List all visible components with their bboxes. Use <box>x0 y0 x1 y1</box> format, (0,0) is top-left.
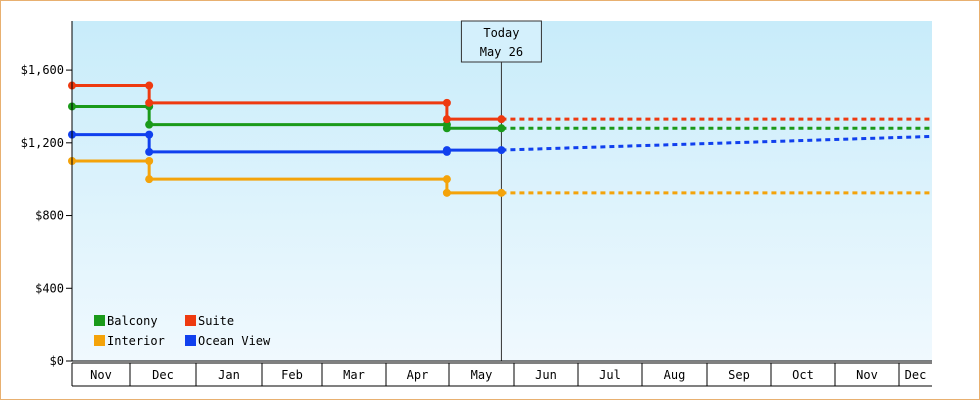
x-tick-label: Nov <box>856 368 878 382</box>
legend-label-interior: Interior <box>107 334 165 348</box>
x-tick-label: Sep <box>728 368 750 382</box>
y-tick-label: $800 <box>35 209 64 223</box>
data-point-interior <box>442 175 451 184</box>
x-tick-label: Dec <box>905 368 927 382</box>
x-tick-label: May <box>471 368 493 382</box>
data-point-ocean-view <box>145 130 154 139</box>
data-point-balcony <box>497 124 506 133</box>
series-line-ocean-view <box>72 133 502 154</box>
today-label: Today <box>483 26 519 40</box>
data-point-ocean-view <box>145 147 154 156</box>
y-tick-label: $1,600 <box>21 63 64 77</box>
legend-label-ocean-view: Ocean View <box>198 334 271 348</box>
x-tick-label: Jan <box>218 368 240 382</box>
series-line-balcony <box>72 104 502 130</box>
series-layer <box>68 81 931 197</box>
x-tick-label: Mar <box>343 368 365 382</box>
legend-label-suite: Suite <box>198 314 234 328</box>
today-date: May 26 <box>480 45 523 59</box>
today-box <box>460 20 542 63</box>
legend: Balcony Suite Interior Ocean View <box>94 314 271 348</box>
data-point-suite <box>442 98 451 107</box>
y-tick-label: $0 <box>50 354 64 368</box>
data-point-interior <box>145 175 154 184</box>
data-point-interior <box>145 157 154 165</box>
legend-swatch-suite <box>185 315 196 326</box>
x-tick-label: Aug <box>664 368 686 382</box>
y-tick-label: $400 <box>35 281 64 295</box>
data-point-balcony <box>145 120 154 129</box>
y-tick-label: $1,200 <box>21 136 64 150</box>
today-marker: Today May 26 <box>460 20 542 361</box>
data-point-suite <box>145 98 154 107</box>
data-point-balcony <box>442 124 451 133</box>
x-tick-label: Apr <box>407 368 429 382</box>
data-point-interior <box>442 188 451 197</box>
legend-swatch-balcony <box>94 315 105 326</box>
series-line-interior <box>72 159 502 195</box>
data-point-suite <box>442 115 451 124</box>
legend-label-balcony: Balcony <box>107 314 158 328</box>
axes-layer: $0 $400 $800 $1,200 $1,600 Nov Dec Jan Feb Mar Apr… <box>21 21 932 387</box>
data-point-suite <box>145 81 154 90</box>
data-point-ocean-view <box>442 146 451 155</box>
x-tick-label: Jul <box>599 368 621 382</box>
x-tick-label: Jun <box>535 368 557 382</box>
x-tick-label: Nov <box>90 368 112 382</box>
legend-swatch-interior <box>94 335 105 346</box>
series-line-suite <box>72 84 502 121</box>
data-point-suite <box>497 115 506 124</box>
data-point-ocean-view <box>497 146 506 155</box>
data-point-interior <box>497 188 506 197</box>
x-tick-label: Dec <box>152 368 174 382</box>
x-tick-label: Feb <box>281 368 303 382</box>
legend-swatch-ocean-view <box>185 335 196 346</box>
x-tick-label: Oct <box>792 368 814 382</box>
